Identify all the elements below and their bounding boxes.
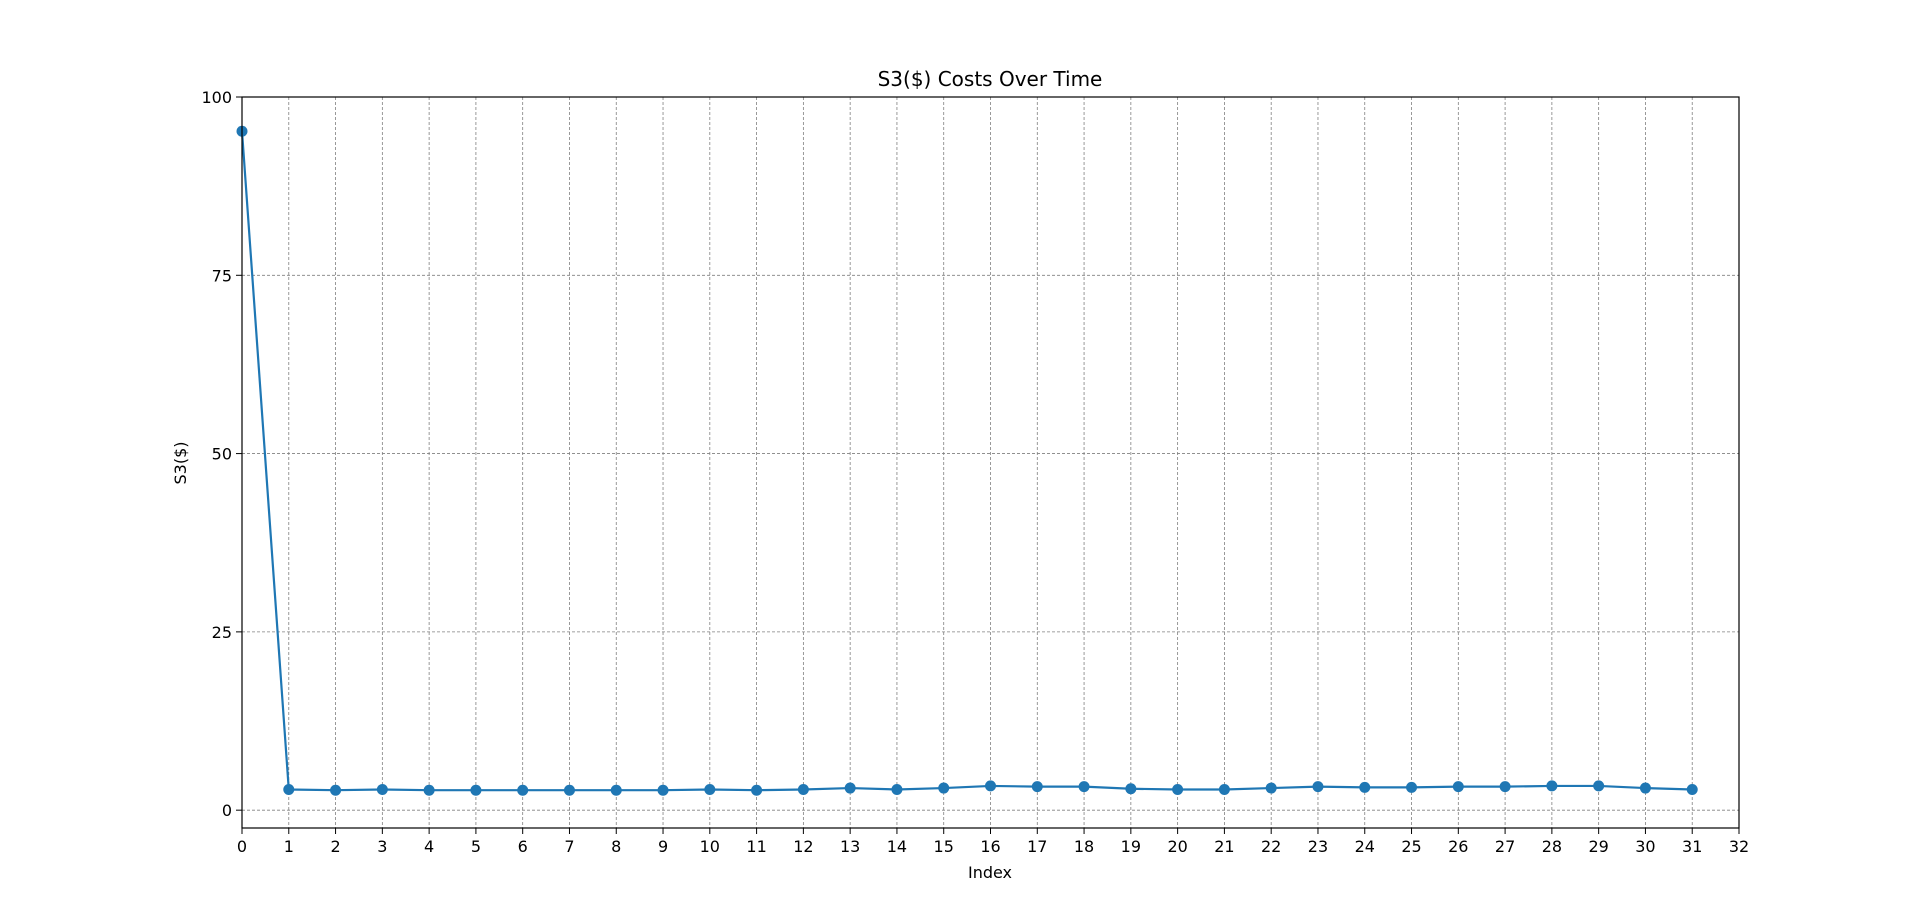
- x-tick-label: 18: [1074, 837, 1094, 856]
- data-point: [283, 783, 295, 795]
- data-point: [517, 784, 529, 796]
- x-tick-label: 8: [611, 837, 621, 856]
- data-point: [797, 783, 809, 795]
- grid-lines: [241, 96, 1740, 828]
- x-tick-label: 7: [564, 837, 574, 856]
- x-tick-label: 21: [1214, 837, 1234, 856]
- x-tick-label: 26: [1448, 837, 1468, 856]
- data-point: [1406, 781, 1418, 793]
- x-tick-label: 29: [1588, 837, 1608, 856]
- x-axis-label: Index: [968, 863, 1012, 882]
- x-tick-label: 30: [1635, 837, 1655, 856]
- data-point: [610, 784, 622, 796]
- x-tick-label: 16: [980, 837, 1000, 856]
- x-tick-label: 10: [700, 837, 720, 856]
- data-point: [1686, 783, 1698, 795]
- x-tick-label: 3: [377, 837, 387, 856]
- data-point: [1593, 780, 1605, 792]
- data-point: [1265, 782, 1277, 794]
- x-tick-label: 20: [1167, 837, 1187, 856]
- chart-title: S3($) Costs Over Time: [878, 67, 1103, 91]
- data-point: [1639, 782, 1651, 794]
- data-point: [1546, 780, 1558, 792]
- y-tick-label: 0: [222, 801, 232, 820]
- data-point: [844, 782, 856, 794]
- x-tick-label: 24: [1355, 837, 1375, 856]
- data-point: [891, 783, 903, 795]
- data-point: [330, 784, 342, 796]
- data-point: [1499, 781, 1511, 793]
- x-tick-label: 2: [330, 837, 340, 856]
- x-tick-label: 4: [424, 837, 434, 856]
- x-tick-label: 1: [284, 837, 294, 856]
- x-tick-label: 27: [1495, 837, 1515, 856]
- x-axis-ticks: 0 1 2 3 4 5 6 7 8 9 10 11 12 13 14 15 16 17 18 19 20 21 22 23 24…: [237, 828, 1749, 856]
- x-tick-label: 19: [1121, 837, 1141, 856]
- x-tick-label: 11: [746, 837, 766, 856]
- y-tick-label: 25: [212, 623, 232, 642]
- data-point: [376, 783, 388, 795]
- x-tick-label: 31: [1682, 837, 1702, 856]
- data-point: [657, 784, 669, 796]
- data-point: [1125, 783, 1137, 795]
- y-tick-label: 50: [212, 445, 232, 464]
- data-point: [423, 784, 435, 796]
- x-tick-label: 5: [471, 837, 481, 856]
- y-tick-label: 100: [201, 88, 232, 107]
- series-line: [240, 131, 1693, 792]
- data-point: [704, 783, 716, 795]
- x-tick-label: 6: [518, 837, 528, 856]
- data-point: [985, 780, 996, 792]
- x-tick-label: 22: [1261, 837, 1281, 856]
- data-point: [1031, 781, 1043, 793]
- x-tick-label: 13: [840, 837, 860, 856]
- x-tick-label: 17: [1027, 837, 1047, 856]
- x-tick-label: 14: [887, 837, 907, 856]
- data-point: [1218, 783, 1230, 795]
- data-point: [1452, 781, 1464, 793]
- x-tick-label: 9: [658, 837, 668, 856]
- data-point: [1172, 783, 1184, 795]
- data-point: [470, 784, 482, 796]
- x-tick-label: 12: [793, 837, 813, 856]
- y-tick-label: 75: [212, 266, 232, 285]
- data-point: [563, 784, 575, 796]
- y-axis-label: S3($): [171, 442, 190, 485]
- y-axis-ticks: 0 25 50 75 100: [201, 88, 242, 820]
- x-tick-label: 23: [1308, 837, 1328, 856]
- data-point: [1312, 781, 1324, 793]
- data-point: [938, 782, 950, 794]
- x-tick-label: 0: [237, 837, 247, 856]
- x-tick-label: 32: [1729, 837, 1749, 856]
- x-tick-label: 15: [934, 837, 954, 856]
- data-point: [751, 784, 763, 796]
- series-group: [236, 125, 1698, 796]
- data-point: [1359, 781, 1371, 793]
- x-tick-label: 25: [1401, 837, 1421, 856]
- x-tick-label: 28: [1542, 837, 1562, 856]
- data-point: [1078, 781, 1090, 793]
